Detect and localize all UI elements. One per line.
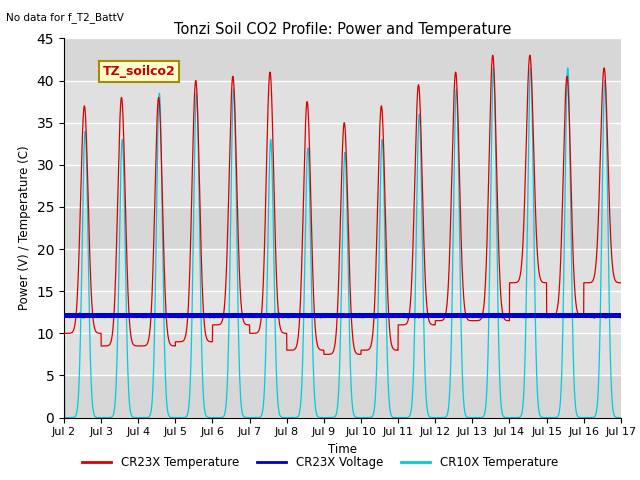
Bar — [64, 123, 621, 165]
Text: No data for f_T2_BattV: No data for f_T2_BattV — [6, 12, 124, 23]
X-axis label: Time: Time — [328, 443, 357, 456]
Title: Tonzi Soil CO2 Profile: Power and Temperature: Tonzi Soil CO2 Profile: Power and Temper… — [173, 22, 511, 37]
Bar — [64, 38, 621, 81]
Text: TZ_soilco2: TZ_soilco2 — [103, 65, 176, 78]
Legend: CR23X Temperature, CR23X Voltage, CR10X Temperature: CR23X Temperature, CR23X Voltage, CR10X … — [77, 452, 563, 474]
Bar — [64, 207, 621, 249]
Y-axis label: Power (V) / Temperature (C): Power (V) / Temperature (C) — [18, 146, 31, 310]
Bar — [64, 375, 621, 418]
Bar — [64, 291, 621, 333]
